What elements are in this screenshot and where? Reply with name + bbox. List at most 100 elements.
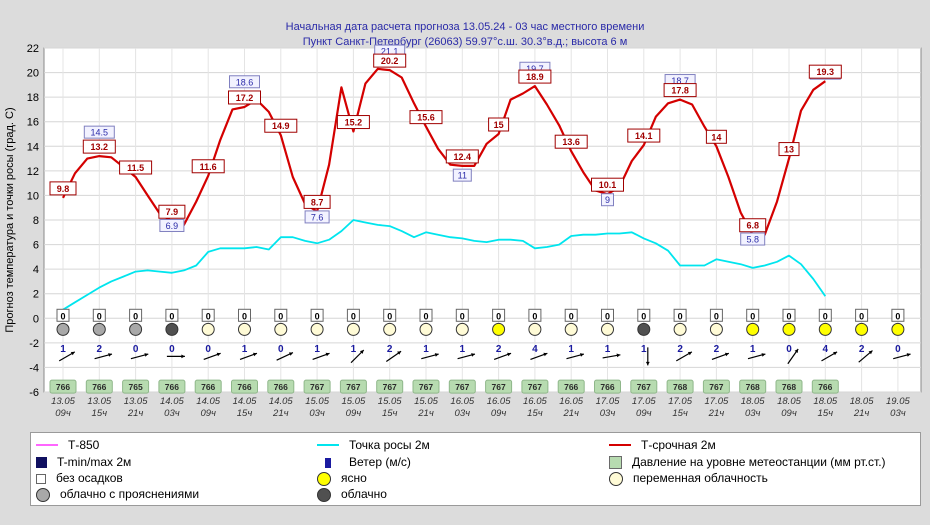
pressure-badge-text: 765 <box>129 382 143 392</box>
sun-icon <box>782 322 796 336</box>
x-tick-date: 17.05 <box>632 396 656 407</box>
wind-arrow-icon <box>166 354 185 359</box>
wind-arrow-head <box>325 352 330 357</box>
wind-speed-text: 1 <box>641 344 647 355</box>
precip-box-rect <box>637 308 651 322</box>
t850-label: 9 <box>601 193 614 207</box>
variable-cloud-icon <box>346 322 360 336</box>
temp-label-box <box>739 218 767 233</box>
wind-speed-text: 2 <box>97 344 103 355</box>
precip-box: 0 <box>346 308 360 322</box>
legend-label-overcast: облачно <box>341 487 387 501</box>
t850-label-text: 21.1 <box>381 47 399 57</box>
pressure-badge: 767 <box>339 379 367 394</box>
legend-label-clear: ясно <box>341 471 367 485</box>
x-tick-hour: 21ч <box>853 408 870 419</box>
x-tick-hour: 15ч <box>237 408 253 419</box>
temp-label-text: 15.2 <box>345 118 363 128</box>
sun-icon <box>855 322 869 336</box>
temp-label-text: 13.2 <box>91 142 109 152</box>
temp-label-box <box>336 115 370 130</box>
x-tick-date: 17.05 <box>596 396 620 407</box>
temp-label: 14.9 <box>264 118 298 133</box>
x-tick-date: 15.05 <box>378 396 402 407</box>
wind-arrow-head <box>397 351 402 355</box>
temp-label-text: 14.9 <box>272 121 290 131</box>
temp-label-text: 15 <box>494 120 504 130</box>
legend-label-temp: Т-срочная 2м <box>641 438 716 452</box>
t850-label-text: 18.7 <box>671 76 689 86</box>
pressure-badge-box <box>412 379 440 394</box>
sun-icon <box>891 322 905 336</box>
variable-cloud-icon <box>601 322 614 336</box>
temp-label-text: 13 <box>784 145 794 155</box>
wind-arrow-icon <box>58 351 76 362</box>
temp-label-text: 9.8 <box>57 184 70 194</box>
pressure-badge-box <box>303 379 331 394</box>
pressure-badge: 766 <box>811 379 839 394</box>
variable-cloud-icon <box>673 322 687 336</box>
temp-label: 15 <box>488 117 510 132</box>
wind-arrow-head <box>868 350 873 355</box>
y-tick-label: 14 <box>27 141 39 153</box>
y-tick-label: 4 <box>33 264 39 276</box>
pressure-badge-text: 766 <box>564 382 578 392</box>
pressure-badge-text: 768 <box>673 382 687 392</box>
precip-box-text: 0 <box>351 311 356 321</box>
pressure-badge-box <box>49 379 77 394</box>
temp-label-text: 20.2 <box>381 56 399 66</box>
temp-label-text: 14 <box>711 132 721 142</box>
t850-label-box <box>159 219 185 233</box>
legend-item-dew: Точка росы 2м <box>317 437 430 453</box>
x-tick-hour: 21ч <box>562 408 579 419</box>
temp-label-box <box>445 149 479 164</box>
temp-label-box <box>554 134 588 149</box>
sun-icon <box>492 322 506 336</box>
y-axis-label: Прогноз температура и точки росы (град. … <box>4 107 16 332</box>
wind-speed-text: 2 <box>714 344 720 355</box>
temp-label-text: 6.8 <box>746 221 759 231</box>
x-tick-date: 16.05 <box>559 396 583 407</box>
series-temperature-line <box>62 67 826 236</box>
x-tick-hour: 15ч <box>672 408 688 419</box>
precip-box-text: 0 <box>133 311 138 321</box>
y-tick-label: 12 <box>27 166 39 178</box>
x-tick-date: 15.05 <box>305 396 329 407</box>
temp-label-box <box>158 204 186 219</box>
legend-label-t850: Т-850 <box>68 438 100 452</box>
y-tick-label: 22 <box>27 43 39 55</box>
precip-box-text: 0 <box>97 311 102 321</box>
variable-cloud-icon <box>609 471 623 486</box>
x-tick-hour: 09ч <box>55 408 71 419</box>
precip-box-text: 0 <box>823 311 828 321</box>
precip-box-text: 0 <box>641 311 646 321</box>
precip-box-text: 0 <box>714 311 719 321</box>
wind-speed-text: 0 <box>169 344 175 355</box>
legend-item-variable: переменная облачность <box>609 470 768 486</box>
pressure-badge-text: 767 <box>528 382 542 392</box>
precip-box-text: 0 <box>895 311 900 321</box>
temp-label: 18.9 <box>518 69 552 84</box>
temp-label: 12.4 <box>445 149 479 164</box>
precip-box-text: 0 <box>532 311 537 321</box>
x-tick-date: 14.05 <box>160 396 184 407</box>
t850-label: 11 <box>452 168 472 182</box>
precip-box-rect <box>564 308 578 322</box>
pressure-badge-box <box>775 379 803 394</box>
variable-cloud-icon <box>274 322 288 336</box>
wind-arrow-head <box>181 354 185 359</box>
precip-box: 0 <box>818 308 832 322</box>
precip-box-text: 0 <box>859 311 864 321</box>
x-tick-hour: 03ч <box>164 408 180 419</box>
temp-label-box <box>591 177 624 192</box>
x-tick-date: 13.05 <box>87 396 111 407</box>
x-tick-hour: 09ч <box>636 408 652 419</box>
precip-box-text: 0 <box>496 311 501 321</box>
precip-box: 0 <box>528 308 542 322</box>
pressure-badge: 767 <box>630 379 658 394</box>
precip-box: 0 <box>455 308 469 322</box>
